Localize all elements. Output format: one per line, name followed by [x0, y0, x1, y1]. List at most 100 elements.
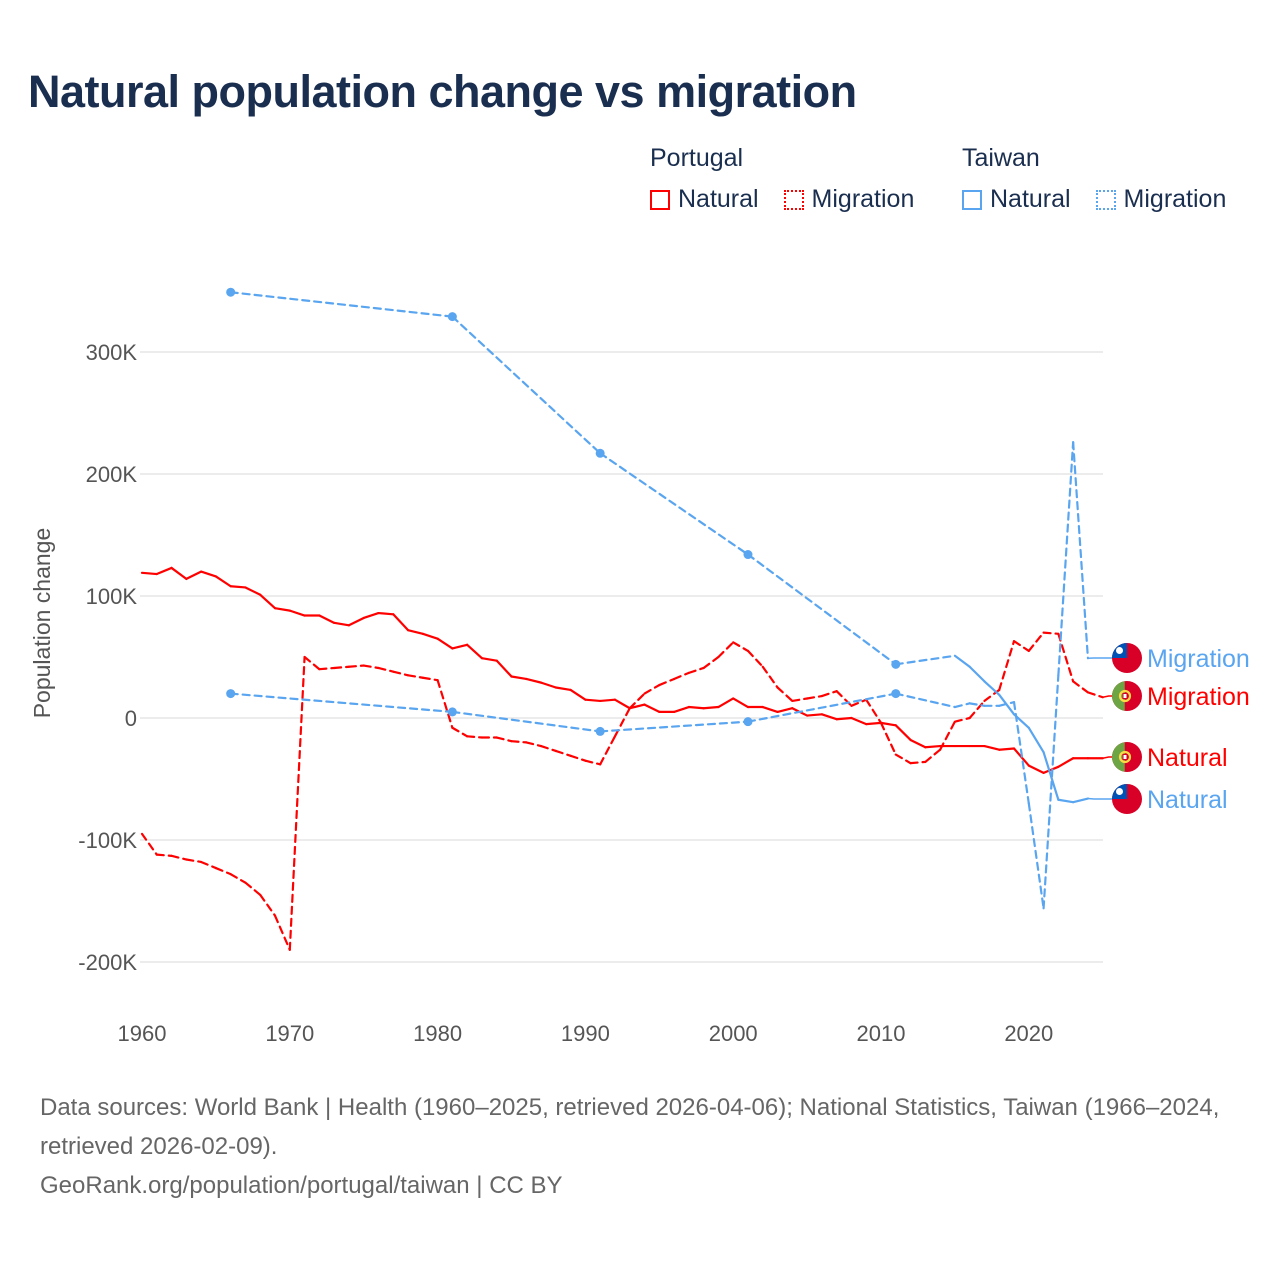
line-segment	[510, 675, 528, 681]
footer: Data sources: World Bank | Health (1960–…	[40, 1088, 1250, 1205]
line-segment	[702, 655, 720, 670]
portugal-flag-icon	[1112, 681, 1142, 711]
legend-item-taiwan-migration[interactable]: Migration	[1095, 185, 1226, 214]
flag-emblem	[1118, 750, 1132, 764]
data-point	[743, 550, 753, 560]
line-segment	[953, 716, 971, 723]
line-segment	[273, 914, 291, 951]
end-label-pt-migration: Migration	[1102, 681, 1250, 711]
line-segment	[1012, 640, 1030, 653]
dotted-swatch-icon	[783, 189, 804, 210]
line-segment	[554, 749, 572, 757]
line-segment	[288, 655, 306, 951]
line-segment	[761, 705, 779, 714]
line-segment	[1072, 797, 1090, 804]
line-segment	[599, 720, 750, 733]
data-point	[447, 312, 457, 322]
data-point	[891, 689, 901, 699]
label-connector	[1102, 695, 1113, 698]
line-segment	[495, 736, 513, 743]
line-segment	[259, 593, 277, 610]
line-segment	[968, 702, 986, 707]
line-segment	[362, 611, 380, 620]
line-segment	[1057, 798, 1075, 804]
taiwan-flag-icon	[1112, 784, 1142, 814]
data-point	[595, 726, 605, 736]
line-segment	[761, 665, 779, 689]
line-segment	[805, 694, 823, 700]
line-segment	[835, 716, 853, 721]
line-segment	[140, 571, 158, 576]
line-segment	[436, 637, 454, 650]
line-segment	[909, 738, 927, 749]
line-segment	[805, 713, 823, 717]
line-segment	[480, 657, 498, 662]
line-segment	[968, 699, 986, 720]
end-labels: Natural Migration Natural Migration	[1087, 643, 1250, 814]
line-segment	[1027, 802, 1045, 910]
line-segment	[392, 670, 410, 677]
line-segment	[1027, 764, 1045, 775]
label-connector	[1102, 756, 1113, 759]
line-segment	[998, 747, 1016, 751]
line-segment	[466, 735, 484, 739]
x-tick-label: 2020	[1004, 1021, 1053, 1046]
line-segment	[229, 692, 454, 714]
line-segment	[687, 666, 705, 674]
line-segment	[392, 613, 410, 632]
series-pt-migration	[140, 631, 1104, 951]
line-segment	[1057, 441, 1075, 677]
flag-body	[1112, 643, 1142, 673]
line-segment	[717, 641, 735, 659]
line-segment	[185, 570, 203, 581]
line-segment	[406, 629, 424, 635]
legend-item-portugal-migration[interactable]: Migration	[783, 185, 915, 214]
line-segment	[539, 744, 557, 753]
flag-green	[1112, 742, 1125, 772]
legend-item-taiwan-natural[interactable]: Natural	[962, 185, 1071, 214]
line-segment	[1057, 632, 1075, 683]
line-segment	[1042, 765, 1060, 775]
line-segment	[569, 754, 587, 762]
line-segment	[200, 860, 217, 870]
line-segment	[333, 665, 351, 670]
line-segment	[525, 741, 543, 748]
line-segment	[214, 575, 232, 588]
legend-label: Migration	[811, 185, 915, 213]
legend-item-portugal-natural[interactable]: Natural	[650, 185, 759, 214]
line-segment	[879, 721, 897, 727]
data-point	[891, 659, 901, 669]
line-segment	[939, 720, 957, 751]
flag-body	[1112, 784, 1142, 814]
line-segment	[170, 854, 188, 861]
line-segment	[776, 707, 794, 714]
line-segment	[983, 744, 1001, 751]
line-segment	[155, 853, 173, 857]
line-segment	[865, 721, 883, 726]
line-segment	[998, 701, 1016, 707]
line-segment	[362, 664, 380, 670]
line-segment	[229, 585, 247, 589]
legend-label: Natural	[678, 185, 759, 213]
line-segment	[894, 753, 912, 765]
y-tick-label: 100K	[86, 584, 138, 609]
line-segment	[894, 724, 912, 742]
line-segment	[244, 586, 262, 596]
solid-swatch-icon	[650, 189, 670, 210]
line-segment	[584, 759, 602, 766]
line-segment	[732, 697, 750, 709]
legend-taiwan: Taiwan Natural Migration	[962, 144, 1226, 217]
line-segment	[1086, 691, 1104, 699]
series-tw-natural	[226, 287, 1090, 804]
line-segment	[894, 692, 957, 709]
line-segment	[1042, 631, 1060, 635]
flag-green	[1112, 681, 1125, 711]
line-segment	[687, 705, 705, 710]
credit-link[interactable]: GeoRank.org/population/portugal/taiwan |…	[40, 1172, 563, 1199]
x-tick-label: 1980	[413, 1021, 462, 1046]
series-lines	[140, 287, 1104, 951]
data-point	[226, 287, 236, 297]
line-segment	[658, 677, 676, 687]
line-segment	[451, 315, 602, 455]
